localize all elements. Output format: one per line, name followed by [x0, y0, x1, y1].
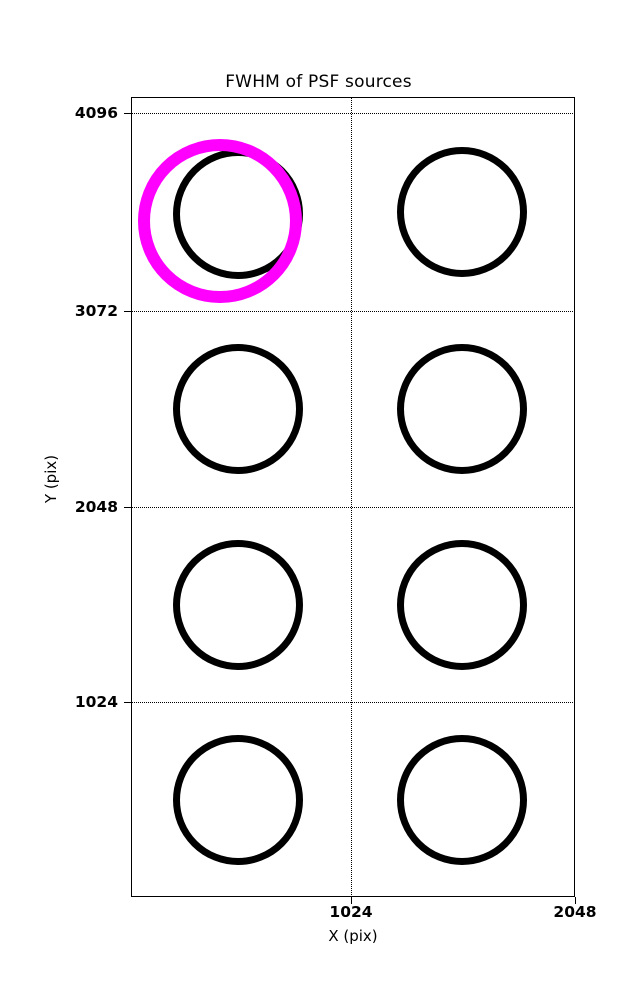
tick-label-x-2048: 2048 [553, 903, 597, 921]
gridline-x-1024 [351, 97, 352, 897]
tick-label-y-4096: 4096 [74, 104, 118, 122]
tick-mark-x-1024 [351, 897, 352, 904]
tick-label-x-1024: 1024 [329, 903, 373, 921]
gridline-y-1024 [131, 702, 575, 703]
y-axis-label: Y (pix) [42, 454, 60, 504]
tick-mark-y-2048 [124, 507, 131, 508]
tick-mark-y-4096 [124, 113, 131, 114]
gridline-y-3072 [131, 311, 575, 312]
tick-label-y-3072: 3072 [74, 302, 118, 320]
axes-frame [131, 97, 575, 897]
gridline-y-4096 [131, 113, 575, 114]
tick-mark-y-1024 [124, 702, 131, 703]
tick-label-y-1024: 1024 [74, 693, 118, 711]
tick-label-y-2048: 2048 [74, 498, 118, 516]
page-title: FWHM of PSF sources [225, 72, 412, 92]
tick-mark-x-2048 [575, 897, 576, 904]
tick-mark-y-3072 [124, 311, 131, 312]
gridline-y-2048 [131, 507, 575, 508]
x-axis-label: X (pix) [328, 927, 378, 945]
